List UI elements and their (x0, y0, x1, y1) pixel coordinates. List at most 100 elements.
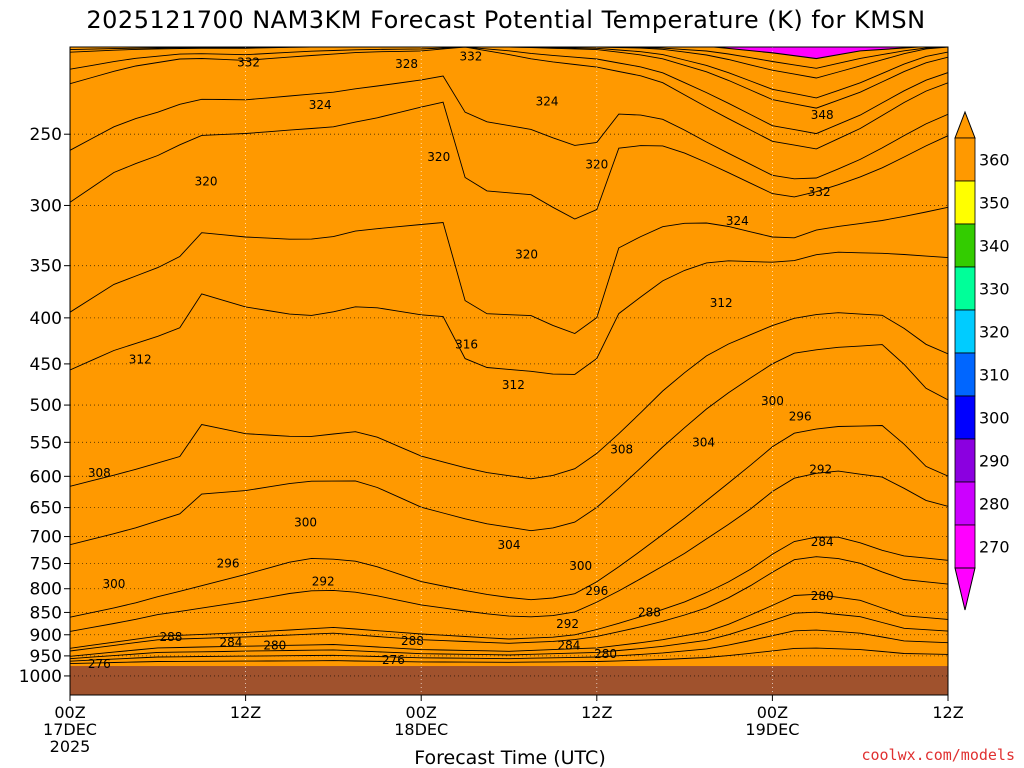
contour-line (70, 344, 948, 546)
colorbar-label: 310 (979, 366, 1010, 385)
y-tick-label: 350 (30, 257, 62, 277)
contour-line (70, 47, 948, 69)
contour-label: 296 (789, 410, 812, 424)
colorbar-label: 330 (979, 280, 1010, 299)
colorbar-segment (954, 309, 976, 354)
x-tick-label: 00Z (406, 703, 437, 722)
contour-line (70, 611, 948, 660)
x-tick-label: 00Z (54, 703, 85, 722)
x-tick-label: 12Z (230, 703, 261, 722)
ground-terrain (70, 666, 948, 695)
contour-line (70, 312, 948, 487)
colorbar-segment (954, 223, 976, 268)
contour-line (70, 206, 948, 335)
contour-line (70, 101, 948, 220)
y-tick-label: 600 (30, 467, 62, 487)
x-tick-label: 18DEC (394, 720, 448, 739)
contour-label: 308 (88, 466, 111, 480)
contour-label: 288 (638, 605, 661, 619)
x-tick-label: 00Z (757, 703, 788, 722)
contour-label: 288 (160, 630, 183, 644)
contour-label: 324 (726, 214, 749, 228)
contour-label: 312 (502, 378, 525, 392)
y-tick-label: 800 (30, 580, 62, 600)
contour-label: 332 (460, 50, 483, 64)
colorbar-label: 300 (979, 409, 1010, 428)
contour-label: 300 (102, 577, 125, 591)
contour-line (70, 47, 948, 150)
y-tick-label: 650 (30, 499, 62, 519)
contour-label: 316 (455, 337, 478, 351)
y-tick-label: 900 (30, 626, 62, 646)
contour-label: 324 (536, 95, 559, 109)
colorbar-label: 270 (979, 538, 1010, 557)
y-tick-label: 400 (30, 309, 62, 329)
y-tick-label: 250 (30, 125, 62, 145)
contour-label: 292 (809, 463, 832, 477)
colorbar-label: 290 (979, 452, 1010, 471)
colorbar-legend: 270 280 290 300 310 320 330 340 350 360 (954, 110, 1010, 611)
x-tick-label: 19DEC (745, 720, 799, 739)
colorbar-segment (954, 180, 976, 225)
contour-label: 320 (427, 150, 450, 164)
colorbar-arrow-bottom (954, 567, 976, 611)
contour-line (70, 556, 948, 652)
contour-label: 288 (401, 634, 424, 648)
x-axis-label: Forecast Time (UTC) (414, 747, 605, 768)
contour-line (70, 47, 948, 135)
contour-label: 308 (610, 442, 633, 456)
contour-label: 280 (263, 638, 286, 652)
colorbar-segment (954, 524, 976, 569)
y-tick-label: 500 (30, 396, 62, 416)
contour-label: 332 (237, 55, 260, 69)
contour-label: 328 (395, 57, 418, 71)
contour-label: 320 (585, 157, 608, 171)
contour-label: 300 (761, 394, 784, 408)
contour-line (70, 47, 948, 109)
x-tick-label: 2025 (50, 737, 91, 756)
plot-frame (69, 46, 949, 696)
contour-label: 284 (811, 535, 834, 549)
plot-area: 332 328 332 324 324 348 320 320 320 332 324 320 312 3… (70, 47, 948, 695)
contour-label: 312 (129, 353, 152, 367)
y-tick-label: 950 (30, 647, 62, 667)
contour-label: 324 (309, 98, 332, 112)
y-tick-label: 450 (30, 355, 62, 375)
y-tick-label: 550 (30, 433, 62, 453)
contour-line (70, 536, 948, 649)
band-360 (70, 47, 948, 695)
colorbar-label: 360 (979, 151, 1010, 170)
colorbar-segment (954, 438, 976, 483)
colorbar-label: 350 (979, 194, 1010, 213)
y-tick-label: 750 (30, 555, 62, 575)
contour-label: 304 (498, 538, 521, 552)
x-tick-label: 17DEC (43, 720, 97, 739)
contour-line (70, 47, 948, 79)
y-tick-label: 700 (30, 528, 62, 548)
axes: 250 300 350 400 450 500 550 600 650 700 750 800 850 9… (19, 46, 964, 756)
contour-label: 296 (217, 557, 240, 571)
contour-label: 284 (220, 635, 243, 649)
contour-line (70, 470, 948, 632)
contour-line (70, 425, 948, 618)
contour-label: 276 (88, 657, 111, 671)
contour-fill: 332 328 332 324 324 348 320 320 320 332 324 320 312 3… (70, 47, 948, 695)
contour-label: 292 (312, 574, 335, 588)
colorbar-segment (954, 481, 976, 526)
x-tick-label: 12Z (932, 703, 963, 722)
chart-title: 2025121700 NAM3KM Forecast Potential Tem… (86, 6, 925, 34)
contour-label: 300 (294, 515, 317, 529)
colorbar-label: 340 (979, 237, 1010, 256)
colorbar-label: 320 (979, 323, 1010, 342)
contour-line (70, 251, 948, 375)
contour-label: 312 (710, 296, 733, 310)
y-tick-label: 1000 (19, 667, 62, 687)
contour-label: 320 (515, 247, 538, 261)
contour-label: 280 (811, 589, 834, 603)
colorbar-segment (954, 266, 976, 311)
contour-line (70, 647, 948, 665)
colorbar-segment (954, 137, 976, 182)
contour-label: 332 (808, 185, 831, 199)
contour-line (70, 47, 948, 99)
